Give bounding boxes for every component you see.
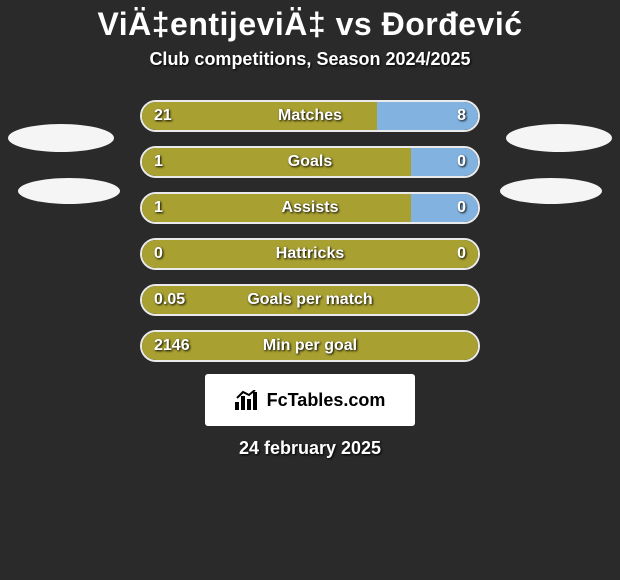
stat-row: 0 Hattricks 0 xyxy=(140,238,480,270)
stat-right-value: 0 xyxy=(457,153,466,171)
stat-row: 21 Matches 8 xyxy=(140,100,480,132)
brand-label: FcTables.com xyxy=(267,390,386,411)
chart-icon xyxy=(235,390,259,410)
stat-row: 2146 Min per goal xyxy=(140,330,480,362)
stat-left-value: 0.05 xyxy=(154,291,185,309)
page-title: ViÄ‡entijeviÄ‡ vs Đorđević xyxy=(97,6,522,43)
stat-left-value: 1 xyxy=(154,153,163,171)
stat-row: 1 Assists 0 xyxy=(140,192,480,224)
stat-right-value: 0 xyxy=(457,199,466,217)
stat-left-value: 2146 xyxy=(154,337,190,355)
stats-list: 21 Matches 8 1 Goals 0 1 Assists 0 0 Hattricks 0 0.0… xyxy=(0,100,620,362)
brand-badge: FcTables.com xyxy=(205,374,415,426)
stat-bar-left xyxy=(142,148,411,176)
comparison-card: ViÄ‡entijeviÄ‡ vs Đorđević Club competit… xyxy=(0,0,620,459)
stat-label: Goals xyxy=(288,153,332,171)
stat-row: 1 Goals 0 xyxy=(140,146,480,178)
stat-bar-right xyxy=(411,148,478,176)
page-subtitle: Club competitions, Season 2024/2025 xyxy=(149,49,470,70)
stat-bar-left xyxy=(142,194,411,222)
stat-right-value: 0 xyxy=(457,245,466,263)
stat-left-value: 1 xyxy=(154,199,163,217)
stat-label: Matches xyxy=(278,107,342,125)
stat-label: Min per goal xyxy=(263,337,357,355)
stat-bar-right xyxy=(411,194,478,222)
stat-right-value: 8 xyxy=(457,107,466,125)
stat-label: Assists xyxy=(282,199,339,217)
stat-left-value: 0 xyxy=(154,245,163,263)
stat-row: 0.05 Goals per match xyxy=(140,284,480,316)
stat-left-value: 21 xyxy=(154,107,172,125)
date-label: 24 february 2025 xyxy=(239,438,381,459)
stat-label: Goals per match xyxy=(247,291,372,309)
stat-label: Hattricks xyxy=(276,245,344,263)
